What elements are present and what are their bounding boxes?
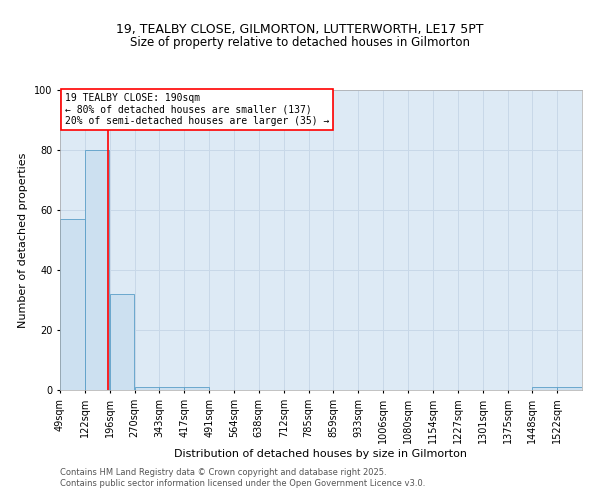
Text: 19 TEALBY CLOSE: 190sqm
← 80% of detached houses are smaller (137)
20% of semi-d: 19 TEALBY CLOSE: 190sqm ← 80% of detache… [65, 93, 329, 126]
Bar [557, 387, 582, 390]
X-axis label: Distribution of detached houses by size in Gilmorton: Distribution of detached houses by size … [175, 449, 467, 459]
Text: Size of property relative to detached houses in Gilmorton: Size of property relative to detached ho… [130, 36, 470, 49]
Bar [60, 219, 85, 390]
Bar [159, 387, 184, 390]
Bar [110, 294, 134, 390]
Bar [85, 150, 109, 390]
Bar [532, 387, 557, 390]
Bar [134, 387, 159, 390]
Y-axis label: Number of detached properties: Number of detached properties [19, 152, 28, 328]
Bar [184, 387, 209, 390]
Text: 19, TEALBY CLOSE, GILMORTON, LUTTERWORTH, LE17 5PT: 19, TEALBY CLOSE, GILMORTON, LUTTERWORTH… [116, 22, 484, 36]
Text: Contains HM Land Registry data © Crown copyright and database right 2025.
Contai: Contains HM Land Registry data © Crown c… [60, 468, 425, 487]
